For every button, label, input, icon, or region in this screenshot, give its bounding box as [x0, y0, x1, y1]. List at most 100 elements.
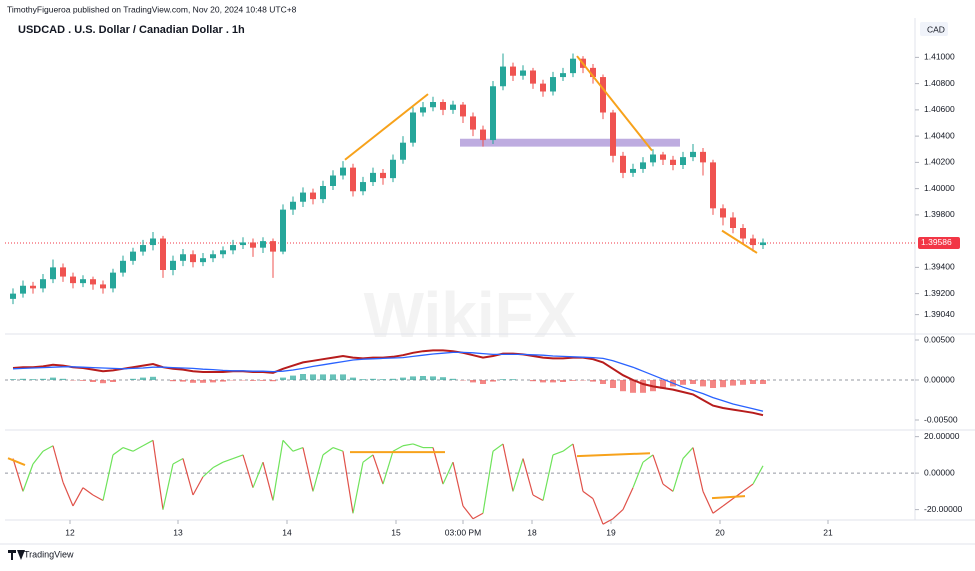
histogram-bar	[490, 380, 496, 382]
histogram-bar	[370, 379, 376, 380]
candle-body	[250, 242, 256, 247]
candle-body	[70, 277, 76, 284]
candle-body	[100, 284, 106, 288]
candle-body	[520, 71, 526, 76]
histogram-bar	[610, 380, 616, 388]
brand: TradingView	[24, 549, 74, 559]
candle-body	[380, 173, 386, 178]
last-price-label: 1.39586	[921, 237, 952, 247]
candle-body	[90, 279, 96, 284]
candle-body	[500, 67, 506, 87]
candle-body	[630, 169, 636, 173]
candle-body	[10, 294, 16, 299]
histogram-bar	[310, 374, 316, 380]
candle-body	[190, 254, 196, 262]
candle-body	[540, 84, 546, 92]
candle-body	[410, 113, 416, 143]
histogram-bar	[420, 376, 426, 380]
histogram-bar	[680, 380, 686, 385]
histogram-bar	[250, 380, 256, 381]
candle-body	[490, 86, 496, 140]
candle-body	[60, 267, 66, 276]
histogram-bar	[730, 380, 736, 386]
candle-body	[680, 157, 686, 165]
histogram-bar	[260, 380, 266, 381]
currency: CAD	[927, 24, 945, 34]
candle-body	[750, 239, 756, 246]
histogram-bar	[280, 378, 286, 380]
candle-body	[130, 252, 136, 261]
histogram-bar	[290, 376, 296, 380]
x-tick-label: 15	[391, 527, 401, 537]
histogram-bar	[60, 379, 66, 380]
candle-body	[320, 186, 326, 199]
candle-body	[760, 242, 766, 245]
x-tick-label: 13	[173, 527, 183, 537]
y-tick-label: 1.39040	[924, 309, 955, 319]
y-tick-label: 1.40000	[924, 183, 955, 193]
candle-body	[420, 107, 426, 112]
histogram-bar	[170, 380, 176, 381]
candle-body	[200, 258, 206, 262]
candle-body	[570, 59, 576, 73]
histogram-bar	[700, 380, 706, 386]
candle-body	[720, 208, 726, 217]
watermark: WikiFX	[364, 279, 577, 351]
candle-body	[140, 245, 146, 252]
histogram-bar	[470, 380, 476, 382]
histogram-bar	[210, 380, 216, 382]
y-tick-label: 0.00000	[924, 374, 955, 384]
candle-body	[220, 250, 226, 254]
histogram-bar	[40, 379, 46, 380]
candle-body	[240, 242, 246, 245]
histogram-bar	[10, 379, 16, 380]
candle-body	[330, 176, 336, 187]
histogram-bar	[110, 380, 116, 382]
candle-body	[730, 218, 736, 229]
candle-body	[210, 254, 216, 258]
histogram-bar	[270, 380, 276, 381]
candle-body	[430, 102, 436, 107]
histogram-bar	[570, 380, 576, 381]
y-tick-label: -20.00000	[924, 504, 963, 514]
histogram-bar	[30, 379, 36, 380]
candle-body	[510, 67, 516, 76]
candle-body	[670, 160, 676, 165]
candle-body	[310, 193, 316, 200]
candle-body	[50, 267, 56, 279]
x-tick-label: 12	[65, 527, 75, 537]
y-tick-label: 1.40800	[924, 78, 955, 88]
histogram-bar	[320, 374, 326, 380]
histogram-bar	[690, 380, 696, 384]
y-tick-label: 1.39200	[924, 288, 955, 298]
candle-body	[690, 152, 696, 157]
histogram-bar	[390, 379, 396, 380]
candle-body	[360, 182, 366, 191]
histogram-bar	[340, 374, 346, 380]
candle-body	[560, 73, 566, 77]
histogram-bar	[560, 380, 566, 382]
candle-body	[470, 116, 476, 129]
histogram-bar	[80, 380, 86, 381]
histogram-bar	[720, 380, 726, 387]
candle-body	[660, 155, 666, 160]
candle-body	[640, 162, 646, 169]
histogram-bar	[510, 379, 516, 380]
y-tick-label: 1.39400	[924, 262, 955, 272]
histogram-bar	[750, 380, 756, 384]
candle-body	[550, 77, 556, 91]
x-tick-label: 21	[823, 527, 833, 537]
candle-body	[80, 279, 86, 283]
x-tick-label: 19	[606, 527, 616, 537]
histogram-bar	[630, 380, 636, 393]
y-tick-label: 1.40200	[924, 157, 955, 167]
candle-body	[260, 241, 266, 248]
histogram-bar	[600, 380, 606, 384]
candle-body	[480, 130, 486, 141]
histogram-bar	[150, 377, 156, 380]
candle-body	[270, 241, 276, 252]
histogram-bar	[590, 380, 596, 382]
candle-body	[450, 105, 456, 110]
histogram-bar	[640, 380, 646, 393]
candle-body	[440, 102, 446, 110]
